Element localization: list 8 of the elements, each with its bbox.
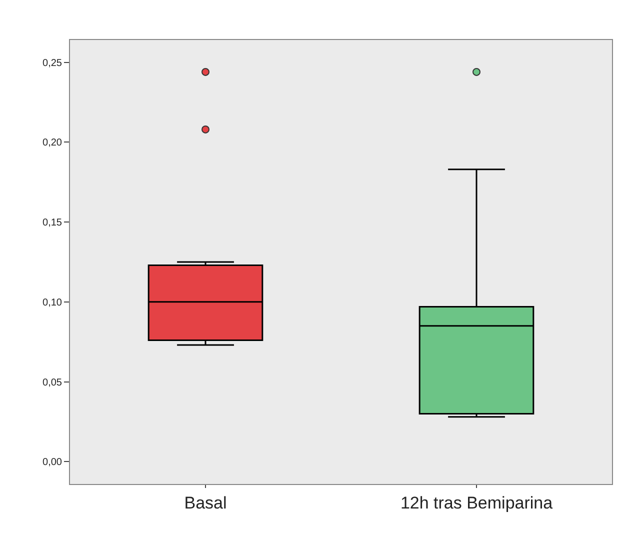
x-tick-label: 12h tras Bemiparina bbox=[400, 493, 554, 512]
x-tick-label: Basal bbox=[184, 493, 227, 512]
y-tick-label: 0,05 bbox=[42, 377, 62, 388]
y-tick-label: 0,20 bbox=[42, 138, 62, 149]
y-tick-label: 0,10 bbox=[42, 297, 62, 308]
y-tick-label: 0,25 bbox=[42, 58, 62, 69]
y-tick-label: 0,00 bbox=[42, 457, 62, 468]
y-tick-label: 0,15 bbox=[42, 218, 62, 229]
